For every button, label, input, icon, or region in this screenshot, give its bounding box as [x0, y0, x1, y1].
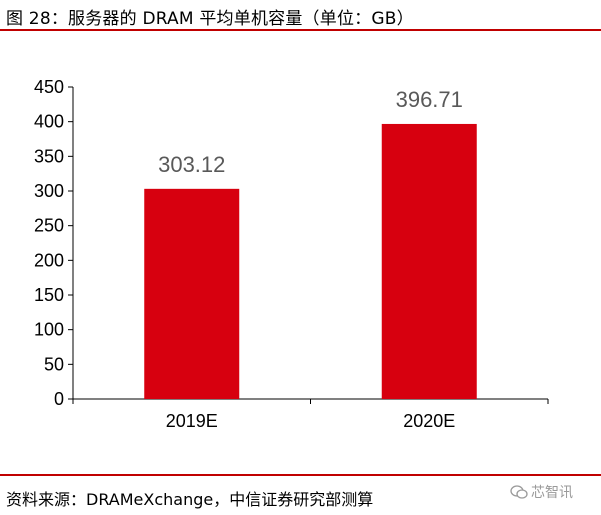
y-tick-label: 150 [34, 285, 64, 305]
y-tick-label: 450 [34, 77, 64, 97]
y-tick-label: 350 [34, 146, 64, 166]
top-rule [0, 29, 601, 31]
bar-2020E [381, 123, 477, 400]
y-tick-label: 300 [34, 181, 64, 201]
y-tick-label: 200 [34, 250, 64, 270]
watermark-text: 芯智讯 [531, 485, 573, 501]
bottom-rule [0, 474, 601, 476]
bar-chart: 0 50 100 150 200 250 300 350 400 450 303.12 2019E 39… [34, 77, 549, 431]
y-tick-label: 250 [34, 216, 64, 236]
watermark: 芯智讯 [510, 482, 573, 502]
y-tick-label: 400 [34, 112, 64, 132]
y-tick-label: 0 [54, 389, 64, 409]
y-tick-label: 100 [34, 320, 64, 340]
data-label: 303.12 [158, 152, 225, 177]
data-label: 396.71 [396, 87, 463, 112]
figure-title: 图 28：服务器的 DRAM 平均单机容量（单位：GB） [6, 9, 414, 29]
x-category-label: 2020E [403, 411, 455, 431]
x-category-label: 2019E [166, 411, 218, 431]
wechat-icon [510, 485, 528, 499]
source-note: 资料来源：DRAMeXchange，中信证券研究部测算 [6, 490, 374, 509]
bar-2019E [144, 188, 240, 399]
y-tick-label: 50 [44, 354, 64, 374]
